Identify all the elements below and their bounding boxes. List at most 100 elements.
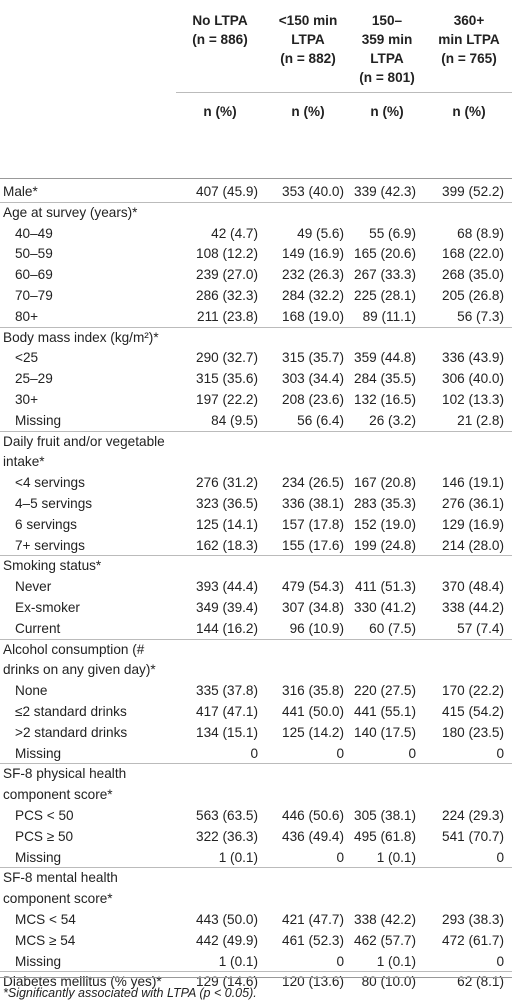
cell-value: 89 (11.1) <box>362 308 416 324</box>
row-label: MCS < 54 <box>15 912 76 927</box>
cell-value: 393 (44.4) <box>196 579 258 595</box>
cell-value: 168 (19.0) <box>282 308 344 324</box>
table-bottom-rule <box>0 977 512 978</box>
cell-value: 129 (16.9) <box>442 516 504 532</box>
cell-value: 306 (40.0) <box>442 371 504 387</box>
cell-value: 443 (50.0) <box>196 912 258 927</box>
cell-value: 152 (19.0) <box>354 516 416 532</box>
row-label: 4–5 servings <box>15 496 93 511</box>
cell-value: 168 (22.0) <box>442 246 504 262</box>
row-separator <box>0 763 512 765</box>
cell-value: 0 <box>496 745 504 761</box>
cell-value: 417 (47.1) <box>196 704 258 719</box>
cell-value: 96 (10.9) <box>289 620 344 636</box>
table-row: <4 servings 276 (31.2) 234 (26.5) 167 (20.8… <box>0 475 512 496</box>
cell-value: 283 (35.3) <box>354 496 416 511</box>
row-label: Daily fruit and/or vegetable <box>3 433 165 449</box>
cell-value: 180 (23.5) <box>442 724 504 740</box>
cell-value: 140 (17.5) <box>354 724 416 740</box>
cell-value: 563 (63.5) <box>196 808 258 823</box>
cell-value: 268 (35.0) <box>442 267 504 283</box>
row-label: MCS ≥ 54 <box>15 932 76 948</box>
row-label: 7+ servings <box>15 537 85 553</box>
cell-value: 442 (49.9) <box>196 932 258 948</box>
cell-value: 170 (22.2) <box>442 683 504 699</box>
cell-value: 129 (14.6) <box>196 974 258 990</box>
cell-value: 359 (44.8) <box>354 350 416 366</box>
table-row: 6 servings 125 (14.1) 157 (17.8) 152 (19.0)… <box>0 517 512 538</box>
table-row: MCS ≥ 54 442 (49.9) 461 (52.3) 462 (57.7) 47… <box>0 933 512 954</box>
row-separator <box>0 326 512 328</box>
cell-value: 146 (19.1) <box>442 475 504 491</box>
row-label: None <box>15 683 48 699</box>
cell-value: 49 (5.6) <box>297 225 344 241</box>
table-row: None 335 (37.8) 316 (35.8) 220 (27.5) 170 (2… <box>0 683 512 704</box>
cell-value: 462 (57.7) <box>354 932 416 948</box>
cell-value: 167 (20.8) <box>354 475 416 491</box>
cell-value: 155 (17.6) <box>282 537 344 553</box>
cell-value: 316 (35.8) <box>282 683 344 699</box>
cell-value: 1 (0.1) <box>218 953 258 969</box>
cell-value: 42 (4.7) <box>211 225 258 241</box>
table-group-header: Daily fruit and/or vegetable <box>0 434 512 455</box>
table-row: 50–59 108 (12.2) 149 (16.9) 165 (20.6) 168 (… <box>0 246 512 267</box>
cell-value: 234 (26.5) <box>282 475 344 491</box>
table-row: Male* 407 (45.9) 353 (40.0) 339 (42.3) 399 (… <box>0 184 512 205</box>
column-header-line: 359 min <box>361 32 413 47</box>
column-header-line: min LTPA <box>438 32 500 47</box>
cell-value: 290 (32.7) <box>196 350 258 366</box>
subheader-n-pct: n (%) <box>370 104 404 119</box>
cell-value: 62 (8.1) <box>457 974 504 990</box>
cell-value: 267 (33.3) <box>354 267 416 283</box>
row-label: >2 standard drinks <box>15 724 128 740</box>
column-header-line: (n = 882) <box>280 51 336 66</box>
table-group-header: Body mass index (kg/m²)* <box>0 330 512 351</box>
cell-value: 286 (32.3) <box>196 288 258 303</box>
row-label: Diabetes mellitus (% yes)* <box>3 974 162 990</box>
column-header-line: No LTPA <box>192 13 248 28</box>
cell-value: 1 (0.1) <box>376 849 416 865</box>
cell-value: 157 (17.8) <box>282 516 344 532</box>
table-row: Missing 84 (9.5) 56 (6.4) 26 (3.2) 21 (2.8) <box>0 413 512 434</box>
subheader-n-pct: n (%) <box>452 104 486 119</box>
row-label: PCS ≥ 50 <box>15 828 74 844</box>
column-header-no-ltpa: No LTPA (n = 886) <box>178 11 262 49</box>
cell-value: 339 (42.3) <box>354 184 416 199</box>
cell-value: 232 (26.3) <box>282 267 344 283</box>
cell-value: 0 <box>336 849 344 865</box>
cell-value: 0 <box>250 745 258 761</box>
table-row: 70–79 286 (32.3) 284 (32.2) 225 (28.1) 205 (… <box>0 288 512 309</box>
table-row: 4–5 servings 323 (36.5) 336 (38.1) 283 (35.… <box>0 496 512 517</box>
cell-value: 293 (38.3) <box>442 912 504 927</box>
column-header-line: 150– <box>371 13 403 28</box>
table-row: 40–49 42 (4.7) 49 (5.6) 55 (6.9) 68 (8.9) <box>0 226 512 247</box>
row-label: Missing <box>15 849 62 865</box>
column-header-line: (n = 886) <box>192 32 248 47</box>
table-group-header: drinks on any given day)* <box>0 662 512 683</box>
cell-value: 0 <box>336 953 344 969</box>
cell-value: 436 (49.4) <box>282 828 344 844</box>
row-label: Never <box>15 579 52 595</box>
row-label: component score* <box>3 787 113 803</box>
table-row: ≤2 standard drinks 417 (47.1) 441 (50.0) 44… <box>0 704 512 725</box>
cell-value: 108 (12.2) <box>196 246 258 262</box>
cell-value: 162 (18.3) <box>196 537 258 553</box>
cell-value: 421 (47.7) <box>282 912 344 927</box>
cell-value: 1 (0.1) <box>376 953 416 969</box>
row-label: Alcohol consumption (# <box>3 641 145 657</box>
table-row: Diabetes mellitus (% yes)* 129 (14.6) 120 … <box>0 974 512 995</box>
cell-value: 330 (41.2) <box>354 600 416 615</box>
cell-value: 461 (52.3) <box>282 932 344 948</box>
cell-value: 149 (16.9) <box>282 246 344 262</box>
row-label: 25–29 <box>15 371 53 387</box>
row-label: 40–49 <box>15 225 53 241</box>
table-row: Never 393 (44.4) 479 (54.3) 411 (51.3) 370 (… <box>0 579 512 600</box>
cell-value: 495 (61.8) <box>354 828 416 844</box>
row-label: 60–69 <box>15 267 53 283</box>
table-group-header: Age at survey (years)* <box>0 205 512 226</box>
table-row: MCS < 54 443 (50.0) 421 (47.7) 338 (42.2) 29… <box>0 912 512 933</box>
table-row: Missing 0 0 0 0 <box>0 746 512 767</box>
cell-value: 338 (44.2) <box>442 600 504 615</box>
cell-value: 132 (16.5) <box>354 392 416 407</box>
row-label: PCS < 50 <box>15 808 74 823</box>
